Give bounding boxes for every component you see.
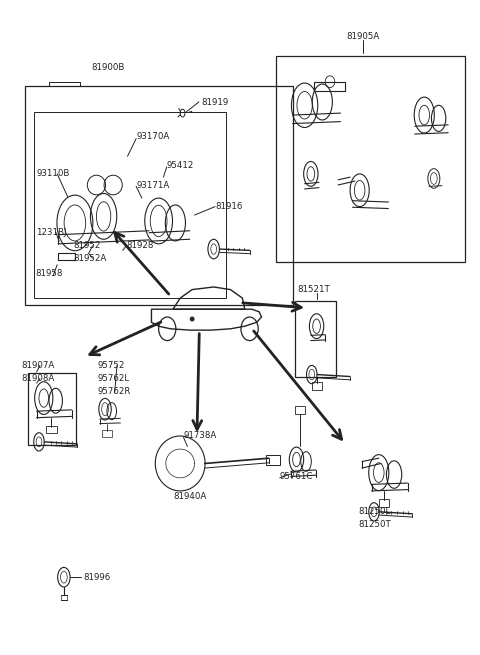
Text: 81958: 81958 <box>36 269 63 278</box>
Text: 81952A: 81952A <box>73 253 107 263</box>
Bar <box>379 498 389 506</box>
Text: 81905A: 81905A <box>347 32 380 41</box>
Text: 81919: 81919 <box>202 98 229 107</box>
Text: 81250L: 81250L <box>359 508 391 516</box>
Text: 95761C: 95761C <box>280 472 313 481</box>
Text: 1231BJ: 1231BJ <box>36 227 66 236</box>
Text: 81900B: 81900B <box>92 63 125 72</box>
Text: 81940A: 81940A <box>173 492 206 500</box>
Text: 81250T: 81250T <box>359 520 392 529</box>
Text: 93171A: 93171A <box>136 181 169 189</box>
Bar <box>46 426 57 434</box>
Text: 81996: 81996 <box>83 572 110 582</box>
Ellipse shape <box>190 317 194 321</box>
Text: 81521T: 81521T <box>298 285 330 294</box>
Text: 95752: 95752 <box>98 361 125 370</box>
Text: 81916: 81916 <box>215 202 242 211</box>
Bar <box>276 56 465 262</box>
Text: 81907A: 81907A <box>21 361 55 370</box>
Bar <box>295 406 305 414</box>
Bar <box>24 86 293 305</box>
Bar <box>266 455 280 466</box>
Bar <box>34 112 226 298</box>
Text: 95762L: 95762L <box>98 374 130 383</box>
Text: 93170A: 93170A <box>136 132 169 141</box>
Text: 95762R: 95762R <box>98 387 131 396</box>
Text: 81928: 81928 <box>126 241 154 250</box>
Bar <box>312 382 323 390</box>
Text: 81952: 81952 <box>73 241 101 250</box>
Bar <box>102 430 112 437</box>
Text: 81908A: 81908A <box>21 374 55 383</box>
Text: 91738A: 91738A <box>183 431 217 440</box>
Text: 93110B: 93110B <box>36 170 70 178</box>
Text: 95412: 95412 <box>167 161 194 170</box>
Bar <box>295 301 336 377</box>
Bar <box>28 373 76 445</box>
